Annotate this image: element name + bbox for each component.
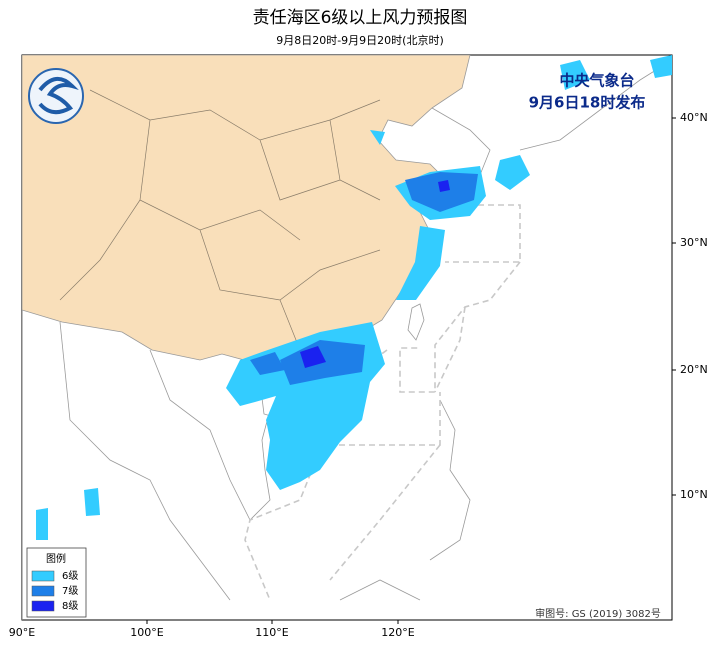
province-borders: [59, 89, 381, 351]
islands-coast: [339, 399, 471, 601]
subtitle: 9月8日20时-9月9日20时(北京时): [276, 33, 444, 47]
tick-marks: [146, 117, 676, 624]
lon-label: 90°E: [9, 626, 35, 639]
wind-area-6: [370, 55, 672, 190]
legend-swatch: [31, 600, 55, 612]
issued-time: 9月6日18时发布: [529, 94, 646, 112]
wind-area-8: [300, 180, 450, 368]
legend-swatch: [31, 570, 55, 582]
lon-label: 100°E: [130, 626, 163, 639]
lat-label: 10°N: [680, 488, 708, 501]
taiwan: [407, 303, 425, 341]
lon-label: 120°E: [381, 626, 414, 639]
title: 责任海区6级以上风力预报图: [253, 8, 468, 28]
legend-items: 6级 7级 8级: [31, 570, 78, 612]
agency: 中央气象台: [559, 72, 634, 90]
legend-swatch: [31, 585, 55, 597]
legend-label: 7级: [62, 585, 78, 597]
approval-number: 审图号: GS (2019) 3082号: [535, 607, 661, 620]
map-frame: [21, 54, 673, 621]
wind-area-6: [36, 488, 100, 540]
legend-label: 8级: [62, 600, 78, 612]
legend-label: 6级: [62, 570, 78, 582]
indochina-coast: [22, 310, 271, 620]
wind-area-7: [405, 172, 478, 212]
logo: [28, 68, 84, 124]
lat-label: 20°N: [680, 363, 708, 376]
lon-label: 110°E: [255, 626, 288, 639]
wind-area-6: [396, 226, 445, 300]
legend: 图例 6级 7级 8级: [26, 547, 87, 618]
lat-label: 30°N: [680, 236, 708, 249]
lat-label: 40°N: [680, 111, 708, 124]
legend-title: 图例: [46, 552, 66, 565]
sea-area-boundaries: [244, 204, 521, 601]
